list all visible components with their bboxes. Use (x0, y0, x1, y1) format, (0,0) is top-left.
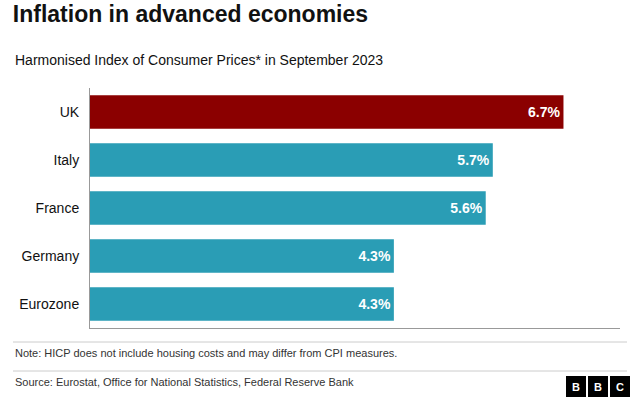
svg-text:4.3%: 4.3% (358, 296, 390, 312)
svg-text:B: B (594, 381, 602, 393)
svg-text:Inflation in advanced economie: Inflation in advanced economies (13, 1, 368, 27)
svg-text:5.6%: 5.6% (450, 200, 482, 216)
svg-text:Source: Eurostat, Office for N: Source: Eurostat, Office for National St… (15, 376, 354, 388)
svg-text:B: B (572, 381, 580, 393)
svg-text:4.3%: 4.3% (358, 248, 390, 264)
svg-text:Eurozone: Eurozone (19, 296, 79, 312)
svg-text:France: France (36, 200, 80, 216)
svg-text:Germany: Germany (22, 248, 80, 264)
svg-text:UK: UK (60, 104, 80, 120)
svg-text:Note: HICP does not include ho: Note: HICP does not include housing cost… (15, 347, 397, 359)
svg-text:5.7%: 5.7% (457, 152, 489, 168)
svg-text:Harmonised Index of Consumer P: Harmonised Index of Consumer Prices* in … (15, 52, 383, 68)
svg-text:Italy: Italy (54, 152, 80, 168)
svg-text:6.7%: 6.7% (528, 104, 560, 120)
svg-text:C: C (616, 381, 624, 393)
